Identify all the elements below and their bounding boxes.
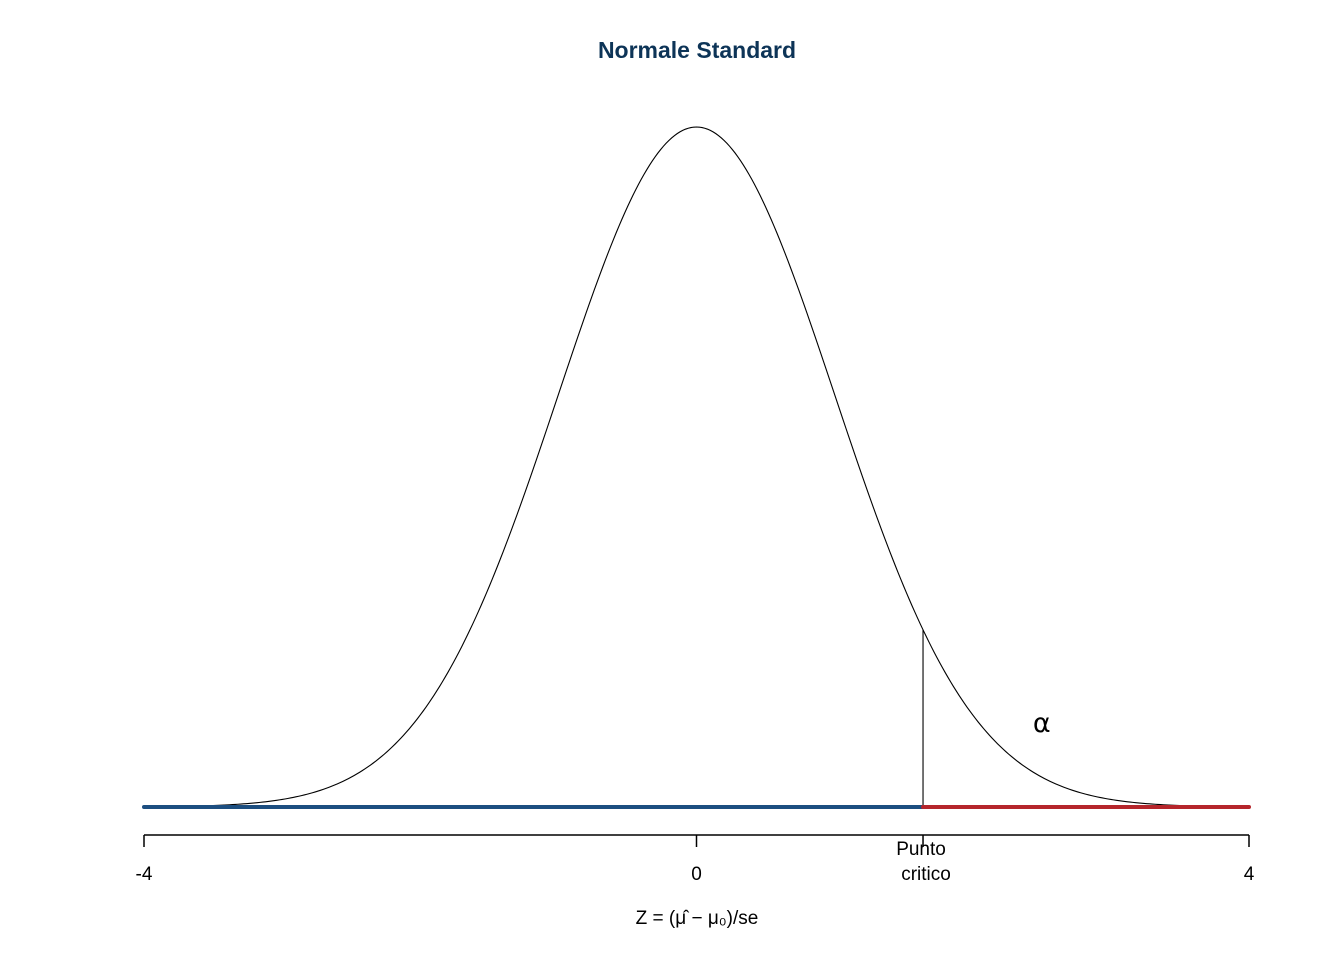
- x-tick-label: -4: [136, 864, 153, 885]
- x-axis: -4 0 4: [136, 834, 1255, 885]
- critical-point-label-line1: Punto: [896, 839, 946, 860]
- density-curve: [143, 126, 1250, 808]
- critical-point-label-line2: critico: [901, 864, 951, 885]
- x-axis-label: Z = (μ̂ − μ₀)/se: [636, 908, 759, 929]
- alpha-annotation: α: [1033, 708, 1051, 739]
- x-tick-label: 4: [1244, 864, 1255, 885]
- chart-title: Normale Standard: [598, 37, 796, 63]
- x-tick-label: 0: [691, 864, 702, 885]
